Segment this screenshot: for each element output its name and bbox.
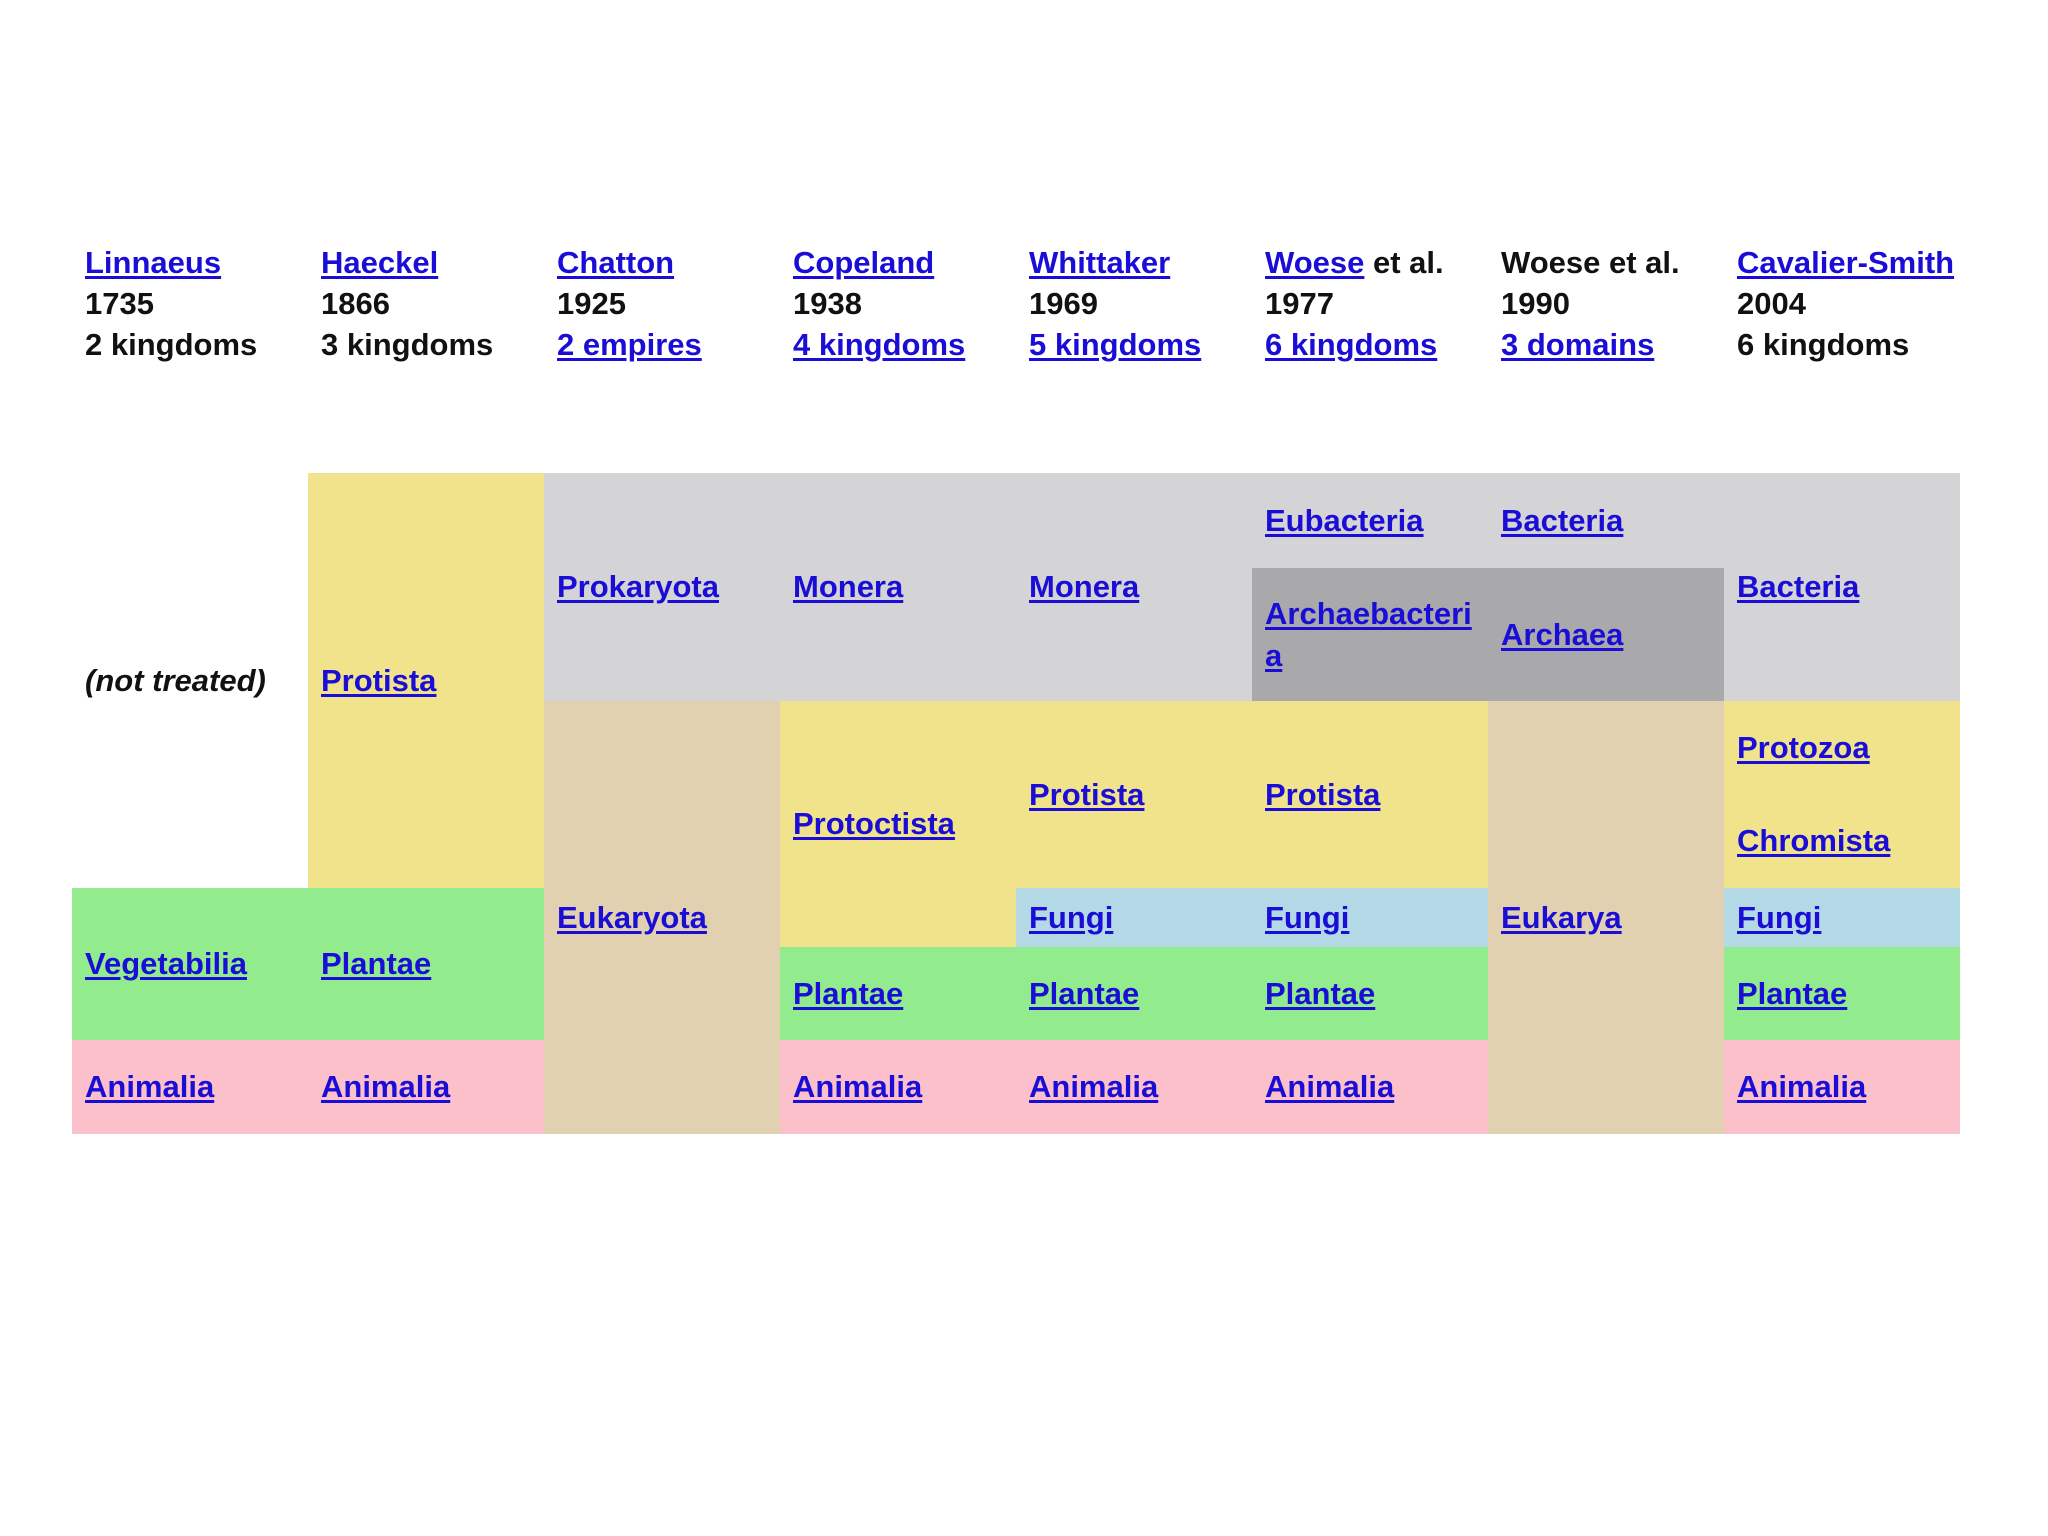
count-link-woese-1977[interactable]: 6 kingdoms [1265, 327, 1438, 362]
cell-woese77-animalia: Animalia [1252, 1040, 1488, 1134]
cell-woese77-fungi: Fungi [1252, 888, 1488, 947]
taxon-link-archaea[interactable]: Archaea [1501, 616, 1624, 652]
taxon-link-monera[interactable]: Monera [793, 569, 904, 604]
taxon-link-animalia[interactable]: Animalia [793, 1069, 923, 1104]
taxon-link-animalia[interactable]: Animalia [321, 1069, 451, 1104]
taxon-link-protista[interactable]: Protista [321, 662, 437, 698]
taxon-link-protista[interactable]: Protista [1029, 776, 1145, 812]
cell-whittaker-protista: Protista [1016, 701, 1252, 888]
column-header-woese-1977: Woese et al. 1977 6 kingdoms [1265, 242, 1497, 365]
author-link-linnaeus[interactable]: Linnaeus [85, 245, 222, 280]
taxon-link-plantae[interactable]: Plantae [1737, 975, 1848, 1011]
taxon-link-vegetabilia[interactable]: Vegetabilia [85, 946, 247, 981]
cell-chatton-prokaryota: Prokaryota [544, 473, 780, 701]
cell-haeckel-animalia: Animalia [308, 1040, 544, 1134]
cell-woese77-eubacteria: Eubacteria [1252, 473, 1488, 568]
cell-cs-chromista: Chromista [1724, 794, 1960, 888]
taxon-link-animalia[interactable]: Animalia [1737, 1069, 1867, 1104]
taxon-link-eukaryota[interactable]: Eukaryota [557, 899, 707, 935]
author-link-woese-1977[interactable]: Woese [1265, 245, 1365, 280]
column-header-linnaeus: Linnaeus 1735 2 kingdoms [85, 242, 317, 365]
count-link-woese-1990[interactable]: 3 domains [1501, 327, 1655, 362]
year-woese-1977: 1977 [1265, 286, 1334, 321]
cell-woese77-archaebacteria: Archaebacteri a [1252, 568, 1488, 701]
cell-woese77-protista: Protista [1252, 701, 1488, 888]
taxon-link-fungi[interactable]: Fungi [1737, 899, 1822, 935]
cell-woese77-plantae: Plantae [1252, 947, 1488, 1040]
year-copeland: 1938 [793, 286, 862, 321]
count-haeckel: 3 kingdoms [321, 327, 494, 362]
year-cavalier-smith: 2004 [1737, 286, 1806, 321]
taxon-link-plantae[interactable]: Plantae [321, 946, 432, 981]
cell-cs-plantae: Plantae [1724, 947, 1960, 1040]
cell-whittaker-plantae: Plantae [1016, 947, 1252, 1040]
cell-cs-fungi: Fungi [1724, 888, 1960, 947]
cell-copeland-protoctista: Protoctista [780, 701, 1016, 947]
cell-cs-animalia: Animalia [1724, 1040, 1960, 1134]
cell-linnaeus-not-treated: (not treated) [72, 473, 308, 888]
column-header-haeckel: Haeckel 1866 3 kingdoms [321, 242, 553, 365]
taxon-link-protoctista[interactable]: Protoctista [793, 806, 955, 841]
taxon-link-protista[interactable]: Protista [1265, 776, 1381, 812]
cell-haeckel-protista: Protista [308, 473, 544, 888]
taxon-link-bacteria[interactable]: Bacteria [1737, 569, 1860, 604]
column-header-chatton: Chatton 1925 2 empires [557, 242, 789, 365]
cell-woese90-eukarya: Eukarya [1488, 701, 1724, 1134]
cell-cs-protozoa: Protozoa [1724, 701, 1960, 794]
cell-chatton-eukaryota: Eukaryota [544, 701, 780, 1134]
taxon-link-protozoa[interactable]: Protozoa [1737, 729, 1870, 765]
count-cavalier-smith: 6 kingdoms [1737, 327, 1910, 362]
count-linnaeus: 2 kingdoms [85, 327, 258, 362]
cell-linnaeus-vegetabilia: Vegetabilia [72, 888, 308, 1040]
column-header-cavalier-smith: Cavalier-Smith 2004 6 kingdoms [1737, 242, 1969, 365]
taxon-link-fungi[interactable]: Fungi [1265, 899, 1350, 935]
cell-whittaker-animalia: Animalia [1016, 1040, 1252, 1134]
column-header-copeland: Copeland 1938 4 kingdoms [793, 242, 1025, 365]
taxon-link-archaebacteria-line2[interactable]: a [1265, 637, 1283, 673]
column-header-whittaker: Whittaker 1969 5 kingdoms [1029, 242, 1261, 365]
taxon-link-monera[interactable]: Monera [1029, 569, 1140, 604]
author-suffix-woese-1977: et al. [1364, 245, 1444, 280]
year-chatton: 1925 [557, 286, 626, 321]
taxon-link-archaebacteria-line1[interactable]: Archaebacteri [1265, 595, 1472, 631]
author-woese-1990: Woese et al. [1501, 245, 1680, 280]
cell-copeland-monera: Monera [780, 473, 1016, 701]
taxon-link-bacteria[interactable]: Bacteria [1501, 502, 1624, 538]
year-linnaeus: 1735 [85, 286, 154, 321]
year-woese-1990: 1990 [1501, 286, 1570, 321]
taxon-link-animalia[interactable]: Animalia [1029, 1069, 1159, 1104]
author-link-chatton[interactable]: Chatton [557, 245, 675, 280]
not-treated-label: (not treated) [85, 662, 266, 698]
taxon-link-eubacteria[interactable]: Eubacteria [1265, 502, 1424, 538]
author-link-whittaker[interactable]: Whittaker [1029, 245, 1171, 280]
taxon-link-animalia[interactable]: Animalia [85, 1069, 215, 1104]
taxon-link-chromista[interactable]: Chromista [1737, 823, 1891, 858]
count-link-chatton[interactable]: 2 empires [557, 327, 702, 362]
author-link-copeland[interactable]: Copeland [793, 245, 935, 280]
taxon-link-plantae[interactable]: Plantae [793, 975, 904, 1011]
taxon-link-prokaryota[interactable]: Prokaryota [557, 569, 719, 604]
author-link-haeckel[interactable]: Haeckel [321, 245, 439, 280]
cell-haeckel-plantae: Plantae [308, 888, 544, 1040]
count-link-whittaker[interactable]: 5 kingdoms [1029, 327, 1202, 362]
taxon-link-plantae[interactable]: Plantae [1265, 975, 1376, 1011]
taxon-link-eukarya[interactable]: Eukarya [1501, 899, 1622, 935]
taxon-link-plantae[interactable]: Plantae [1029, 975, 1140, 1011]
cell-copeland-animalia: Animalia [780, 1040, 1016, 1134]
cell-linnaeus-animalia: Animalia [72, 1040, 308, 1134]
cell-whittaker-fungi: Fungi [1016, 888, 1252, 947]
count-link-copeland[interactable]: 4 kingdoms [793, 327, 966, 362]
cell-woese90-bacteria: Bacteria [1488, 473, 1724, 568]
column-header-woese-1990: Woese et al. 1990 3 domains [1501, 242, 1733, 365]
year-haeckel: 1866 [321, 286, 390, 321]
year-whittaker: 1969 [1029, 286, 1098, 321]
cell-copeland-plantae: Plantae [780, 947, 1016, 1040]
cell-cs-bacteria: Bacteria [1724, 473, 1960, 701]
cell-whittaker-monera: Monera [1016, 473, 1252, 701]
taxon-link-fungi[interactable]: Fungi [1029, 899, 1114, 935]
taxon-link-animalia[interactable]: Animalia [1265, 1069, 1395, 1104]
cell-woese90-archaea: Archaea [1488, 568, 1724, 701]
author-link-cavalier-smith[interactable]: Cavalier-Smith [1737, 245, 1955, 280]
